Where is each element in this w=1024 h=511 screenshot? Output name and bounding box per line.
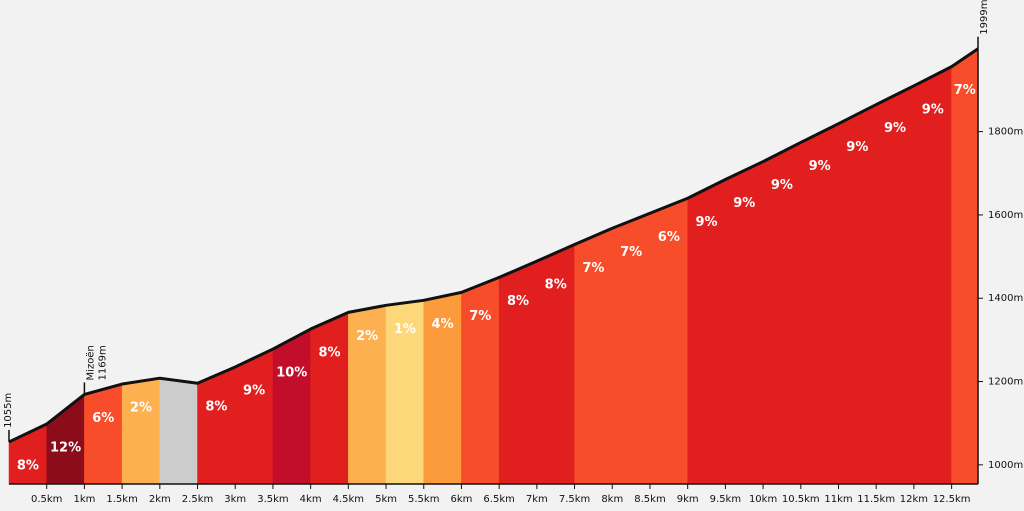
grade-label: 6% [658, 230, 680, 245]
profile-line [8, 47, 979, 444]
grade-segment [951, 48, 979, 485]
x-tick-label: 10.5km [782, 494, 820, 505]
grade-segment [84, 383, 123, 485]
x-tick-label: 6.5km [483, 494, 514, 505]
grade-label: 8% [205, 400, 227, 415]
x-tick-label: 8km [601, 494, 623, 505]
y-tick-label: 1600m [988, 210, 1023, 221]
grade-label: 9% [922, 102, 944, 117]
grade-segment [272, 328, 311, 485]
grade-label: 9% [846, 140, 868, 155]
x-tick-label: 12.5km [933, 494, 971, 505]
x-tick-label: 11.5km [857, 494, 895, 505]
y-tick-label: 1800m [988, 127, 1023, 138]
grade-label: 9% [884, 121, 906, 136]
grade-label: 4% [432, 317, 454, 332]
grade-segment [121, 377, 161, 485]
x-tick-label: 4.5km [333, 494, 364, 505]
x-tick-label: 11km [824, 494, 852, 505]
x-tick-label: 3km [224, 494, 246, 505]
grade-label: 6% [92, 411, 114, 426]
grade-label: 1% [394, 322, 416, 337]
grade-label: 8% [545, 278, 567, 293]
grade-segment [838, 104, 877, 485]
x-tick-label: 4km [300, 494, 322, 505]
annotation-text: 1999m [979, 0, 990, 35]
x-tick-label: 2.5km [182, 494, 213, 505]
y-tick-label: 1200m [988, 377, 1023, 388]
grade-label: 8% [17, 458, 39, 473]
grade-segment [913, 66, 952, 485]
grade-segment [234, 348, 274, 485]
grade-label: 10% [276, 366, 307, 381]
grade-segment [310, 312, 349, 485]
x-tick-label: 12km [900, 494, 928, 505]
x-tick-label: 10km [749, 494, 777, 505]
grade-segment [875, 85, 915, 485]
annotation-text: Mizoën [85, 345, 96, 380]
x-tick-label: 6km [450, 494, 472, 505]
grade-segment [197, 366, 236, 485]
x-tick-label: 0.5km [31, 494, 62, 505]
grade-segment [762, 142, 802, 485]
grade-segment [800, 123, 839, 485]
x-tick-label: 5km [375, 494, 397, 505]
grade-label: 9% [771, 178, 793, 193]
x-tick-label: 7.5km [559, 494, 590, 505]
grade-label: 7% [582, 261, 604, 276]
x-tick-label: 8.5km [634, 494, 665, 505]
grade-label: 2% [356, 329, 378, 344]
y-tick-label: 1400m [988, 293, 1023, 304]
x-tick-label: 1.5km [106, 494, 137, 505]
grade-label: 9% [733, 196, 755, 211]
x-tick-label: 2km [149, 494, 171, 505]
x-tick-label: 7km [526, 494, 548, 505]
grade-label: 9% [695, 215, 717, 230]
annotation-text: 1169m [97, 345, 108, 380]
annotation-text: 1055m [3, 393, 14, 428]
grade-label: 8% [507, 294, 529, 309]
x-tick-label: 3.5km [257, 494, 288, 505]
grade-label: 12% [50, 441, 81, 456]
grade-label: 7% [469, 309, 491, 324]
x-tick-label: 9.5km [710, 494, 741, 505]
grade-label: 8% [318, 346, 340, 361]
grade-label: 7% [954, 83, 976, 98]
grade-label: 2% [130, 401, 152, 416]
grade-label: 7% [620, 245, 642, 260]
y-tick-label: 1000m [988, 460, 1023, 471]
grade-label: 9% [809, 159, 831, 174]
x-tick-label: 9km [677, 494, 699, 505]
grade-segment [159, 377, 198, 485]
grade-label: 9% [243, 383, 265, 398]
x-tick-label: 1km [73, 494, 95, 505]
x-tick-label: 5.5km [408, 494, 439, 505]
